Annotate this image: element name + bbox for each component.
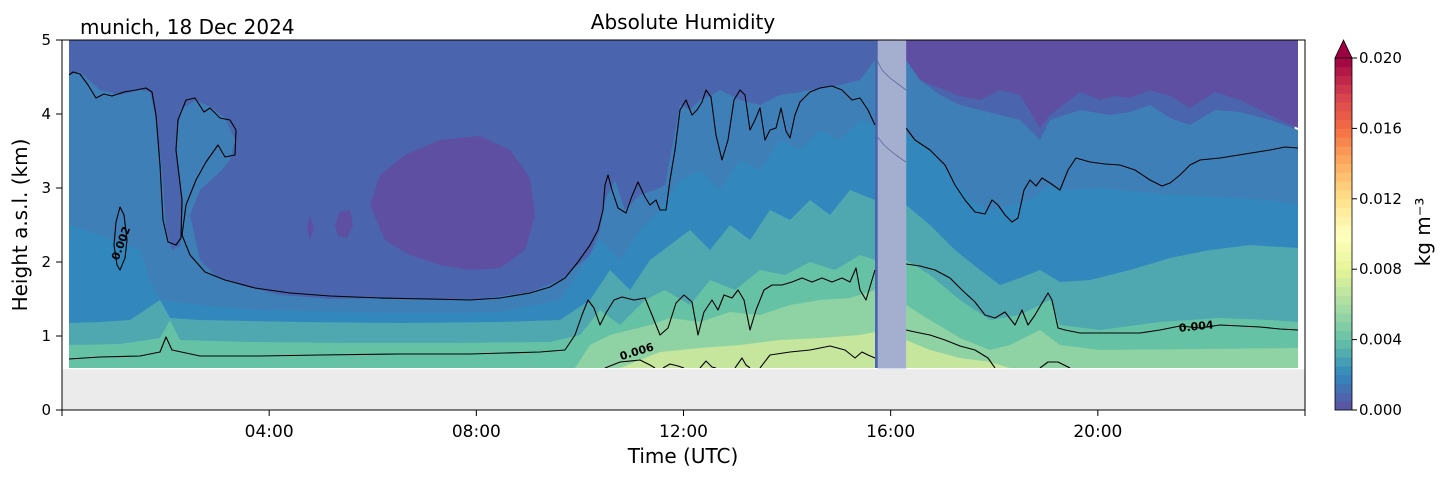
- colorbar-level-2: [1335, 383, 1352, 393]
- no-data-region: [62, 369, 1305, 410]
- colorbar-level-3: [1335, 374, 1352, 384]
- colorbar-level-33: [1335, 110, 1352, 120]
- x-tick-label-0: 04:00: [245, 422, 294, 442]
- contour-006-a: [604, 359, 656, 368]
- colorbar-frame: [1334, 58, 1353, 411]
- x-tick-label-4: 20:00: [1073, 422, 1122, 442]
- contour-002-right: [905, 127, 1298, 223]
- colorbar-level-24: [1335, 190, 1352, 200]
- colorbar-level-38: [1335, 66, 1352, 76]
- contour-006-e: [759, 345, 876, 368]
- colorbar-level-23: [1335, 198, 1352, 208]
- colorbar-level-7: [1335, 339, 1352, 349]
- contour-006-g: [1039, 361, 1071, 368]
- colorbar-extend-arrow: [1334, 39, 1353, 59]
- colorbar-level-35: [1335, 93, 1352, 103]
- contour-006-b: [662, 363, 685, 368]
- colorbar-level-12: [1335, 295, 1352, 305]
- colorbar-tick-label-1: 0.004: [1359, 331, 1402, 349]
- x-tick-label-1: 08:00: [452, 422, 501, 442]
- colorbar-tick-label-2: 0.008: [1359, 260, 1402, 278]
- colorbar-level-13: [1335, 286, 1352, 296]
- y-tick-label-3: 3: [41, 179, 51, 197]
- colorbar-level-19: [1335, 234, 1352, 244]
- colorbar-tick-label-5: 0.020: [1359, 49, 1402, 67]
- contour-004-right: [905, 263, 1298, 334]
- colorbar-level-10: [1335, 313, 1352, 323]
- colorbar-level-32: [1335, 119, 1352, 129]
- colorbar-level-0: [1335, 401, 1352, 411]
- contour-lines: [69, 71, 1298, 368]
- contour-006-f: [905, 329, 996, 368]
- y-tick-label-0: 0: [41, 401, 51, 419]
- region-wet-right: [906, 260, 1298, 368]
- y-tick-label-4: 4: [41, 105, 51, 123]
- y-axis-label: Height a.s.l. (km): [8, 139, 32, 312]
- colorbar-level-29: [1335, 146, 1352, 156]
- contour-002-main: [69, 71, 876, 301]
- region-very-dry-morning: [370, 136, 535, 270]
- colorbar-level-31: [1335, 128, 1352, 138]
- colorbar-level-39: [1335, 58, 1352, 68]
- gap-contour-trace-top: [875, 57, 907, 91]
- y-tick-label-1: 1: [41, 327, 51, 345]
- contour-002-closed: [113, 206, 128, 271]
- colorbar-level-26: [1335, 172, 1352, 182]
- colorbar-level-9: [1335, 322, 1352, 332]
- colorbar-tick-label-4: 0.016: [1359, 119, 1402, 137]
- region-very-dry-small: [335, 210, 353, 238]
- region-peak-left: [620, 332, 875, 368]
- colorbar-level-11: [1335, 304, 1352, 314]
- location-date-label: munich, 18 Dec 2024: [80, 15, 295, 39]
- colorbar-level-17: [1335, 251, 1352, 261]
- colorbar-tick-label-3: 0.012: [1359, 190, 1402, 208]
- colorbar-level-15: [1335, 269, 1352, 279]
- gap-contour-trace-mid: [875, 134, 907, 163]
- colorbar-label: kg m⁻³: [1411, 198, 1435, 267]
- y-axis: 0 1 2 3 4 5: [41, 31, 62, 419]
- region-very-dry-afternoon: [906, 40, 1298, 128]
- y-tick-label-2: 2: [41, 253, 51, 271]
- colorbar-level-1: [1335, 392, 1352, 402]
- region-peak-right: [906, 340, 1010, 368]
- x-axis: 04:00 08:00 12:00 16:00 20:00: [61, 410, 1306, 442]
- colorbar-level-5: [1335, 357, 1352, 367]
- y-tick-label-5: 5: [41, 31, 51, 49]
- colorbar-level-27: [1335, 163, 1352, 173]
- contour-006-c: [699, 360, 717, 368]
- colorbar-level-14: [1335, 278, 1352, 288]
- colorbar-level-8: [1335, 330, 1352, 340]
- x-axis-label: Time (UTC): [627, 444, 739, 468]
- data-gap-band: [877, 40, 907, 370]
- colorbar-level-4: [1335, 366, 1352, 376]
- chart-title: Absolute Humidity: [591, 10, 776, 34]
- contour-004-main: [69, 267, 876, 360]
- contour-006-d: [734, 357, 751, 368]
- x-tick-label-2: 12:00: [659, 422, 708, 442]
- colorbar-level-37: [1335, 75, 1352, 85]
- colorbar: 0.000 0.004 0.008 0.012 0.016 0.020: [1334, 39, 1402, 419]
- colorbar-level-6: [1335, 348, 1352, 358]
- humidity-field: [69, 40, 1298, 368]
- colorbar-level-21: [1335, 216, 1352, 226]
- colorbar-level-16: [1335, 260, 1352, 270]
- colorbar-level-34: [1335, 102, 1352, 112]
- contour-label-1: 0.004: [1178, 318, 1214, 335]
- colorbar-level-30: [1335, 137, 1352, 147]
- colorbar-level-18: [1335, 242, 1352, 252]
- region-very-wet-right: [906, 305, 1298, 368]
- colorbar-level-25: [1335, 181, 1352, 191]
- colorbar-level-22: [1335, 207, 1352, 217]
- x-tick-label-3: 16:00: [866, 422, 915, 442]
- colorbar-tick-label-0: 0.000: [1359, 401, 1402, 419]
- colorbar-level-36: [1335, 84, 1352, 94]
- colorbar-level-20: [1335, 225, 1352, 235]
- region-very-dry-tiny: [307, 215, 314, 240]
- colorbar-level-28: [1335, 154, 1352, 164]
